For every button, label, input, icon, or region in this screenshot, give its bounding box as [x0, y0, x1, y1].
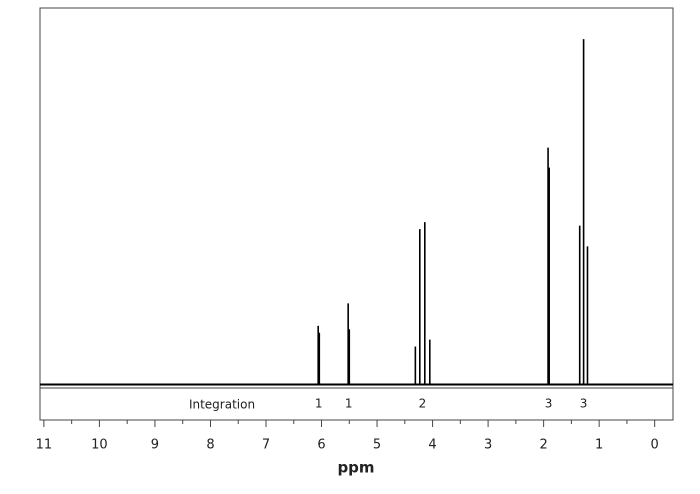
- x-tick-label: 1: [595, 438, 603, 453]
- x-tick-label: 11: [36, 438, 53, 453]
- x-tick-label: 10: [91, 438, 108, 453]
- plot-frame: [39, 7, 674, 421]
- x-axis-label: ppm: [337, 459, 374, 477]
- x-tick-label: 0: [651, 438, 659, 453]
- x-tick-label: 5: [373, 438, 381, 453]
- x-tick-label: 9: [151, 438, 159, 453]
- integration-label: Integration: [189, 398, 255, 412]
- x-tick-label: 3: [484, 438, 492, 453]
- x-tick-label: 2: [539, 438, 547, 453]
- x-tick-label: 8: [206, 438, 214, 453]
- x-tick-label: 6: [317, 438, 325, 453]
- integration-value: 1: [345, 397, 353, 411]
- x-tick-label: 4: [428, 438, 436, 453]
- integration-value: 3: [580, 397, 588, 411]
- x-tick-label: 7: [262, 438, 270, 453]
- integration-value: 2: [419, 397, 427, 411]
- integration-value: 1: [315, 397, 323, 411]
- integration-value: 3: [545, 397, 553, 411]
